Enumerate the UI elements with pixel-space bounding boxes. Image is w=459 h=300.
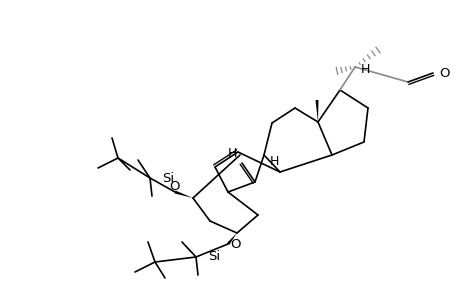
Text: H: H [359, 62, 369, 76]
Text: H: H [227, 146, 236, 160]
Text: O: O [230, 238, 241, 250]
Text: Si: Si [162, 172, 174, 184]
Text: O: O [169, 181, 180, 194]
Text: O: O [438, 67, 448, 80]
Text: Si: Si [207, 250, 220, 263]
Text: H: H [269, 154, 278, 167]
Polygon shape [315, 100, 318, 122]
Polygon shape [226, 233, 236, 245]
Polygon shape [174, 190, 193, 198]
